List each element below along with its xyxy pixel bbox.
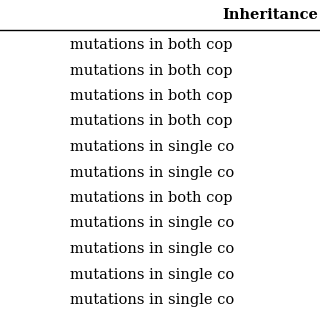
Text: mutations in both cop: mutations in both cop xyxy=(70,191,233,205)
Text: mutations in both cop: mutations in both cop xyxy=(70,63,233,77)
Text: Inheritance: Inheritance xyxy=(222,8,318,22)
Text: mutations in single co: mutations in single co xyxy=(70,140,234,154)
Text: mutations in single co: mutations in single co xyxy=(70,242,234,256)
Text: mutations in single co: mutations in single co xyxy=(70,217,234,230)
Text: mutations in both cop: mutations in both cop xyxy=(70,115,233,129)
Text: mutations in single co: mutations in single co xyxy=(70,268,234,282)
Text: mutations in single co: mutations in single co xyxy=(70,165,234,180)
Text: mutations in both cop: mutations in both cop xyxy=(70,38,233,52)
Text: mutations in single co: mutations in single co xyxy=(70,293,234,307)
Text: mutations in both cop: mutations in both cop xyxy=(70,89,233,103)
